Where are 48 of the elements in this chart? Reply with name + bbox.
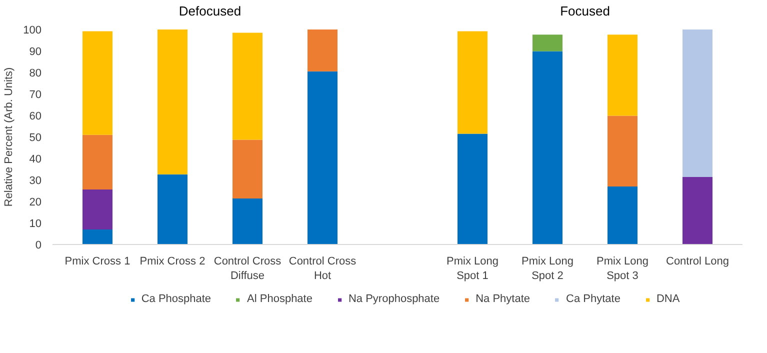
x-tick-label: Control Long bbox=[666, 256, 730, 268]
x-tick-label: Pmix Cross 2 bbox=[140, 256, 206, 268]
legend-label: Ca Phytate bbox=[566, 293, 620, 305]
bar bbox=[82, 189, 112, 230]
legend-label: Na Phytate bbox=[476, 293, 530, 305]
bar bbox=[308, 71, 338, 244]
bar bbox=[82, 229, 112, 244]
x-tick-label: Pmix Cross 1 bbox=[64, 256, 130, 268]
bar bbox=[232, 198, 262, 244]
y-tick-label: 0 bbox=[35, 240, 42, 252]
text: Focused bbox=[560, 4, 610, 18]
y-tick-label: 60 bbox=[29, 110, 42, 122]
legend-label: Al Phosphate bbox=[247, 293, 312, 305]
bar bbox=[532, 34, 562, 52]
x-tick-label: Control Cross Hot bbox=[288, 256, 357, 282]
bar bbox=[608, 116, 638, 186]
legend-label: DNA bbox=[656, 293, 680, 305]
bar bbox=[458, 31, 488, 134]
y-tick-label: 10 bbox=[29, 218, 42, 230]
y-tick-label: 40 bbox=[29, 154, 42, 166]
bar bbox=[608, 34, 638, 116]
y-tick-label: 30 bbox=[29, 175, 42, 187]
x-tick-label: Control Cross Diffuse bbox=[214, 256, 282, 282]
legend-label: Ca Phosphate bbox=[141, 293, 212, 305]
y-tick-label: 100 bbox=[23, 24, 42, 36]
bar bbox=[458, 134, 488, 244]
bar bbox=[232, 140, 262, 198]
y-tick-label: 80 bbox=[29, 68, 42, 80]
bar bbox=[82, 31, 112, 135]
bar bbox=[232, 32, 262, 140]
bar bbox=[158, 30, 188, 174]
bar bbox=[682, 30, 712, 177]
y-tick-label: 20 bbox=[29, 196, 42, 208]
x-tick-label: Pmix Long Spot 1 bbox=[446, 256, 498, 282]
bar bbox=[82, 134, 112, 190]
bar bbox=[532, 51, 562, 244]
y-tick-label: 90 bbox=[29, 46, 42, 58]
bar bbox=[308, 30, 338, 72]
y-axis-title: Relative Percent (Arb. Units) bbox=[3, 67, 16, 207]
text: Defocused bbox=[178, 4, 242, 18]
legend-label: Na Pyrophosphate bbox=[348, 293, 440, 305]
x-tick-label: Pmix Long Spot 2 bbox=[522, 256, 574, 282]
y-tick-label: 50 bbox=[29, 132, 42, 144]
bar bbox=[682, 176, 712, 244]
bar bbox=[608, 186, 638, 244]
x-tick-label: Pmix Long Spot 3 bbox=[596, 256, 648, 282]
y-tick-label: 70 bbox=[29, 89, 42, 101]
bar bbox=[158, 174, 188, 244]
